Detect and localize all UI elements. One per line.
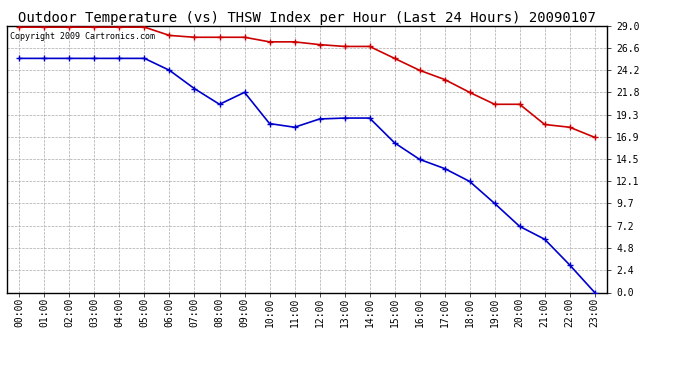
Text: Copyright 2009 Cartronics.com: Copyright 2009 Cartronics.com: [10, 32, 155, 40]
Title: Outdoor Temperature (vs) THSW Index per Hour (Last 24 Hours) 20090107: Outdoor Temperature (vs) THSW Index per …: [18, 11, 596, 25]
